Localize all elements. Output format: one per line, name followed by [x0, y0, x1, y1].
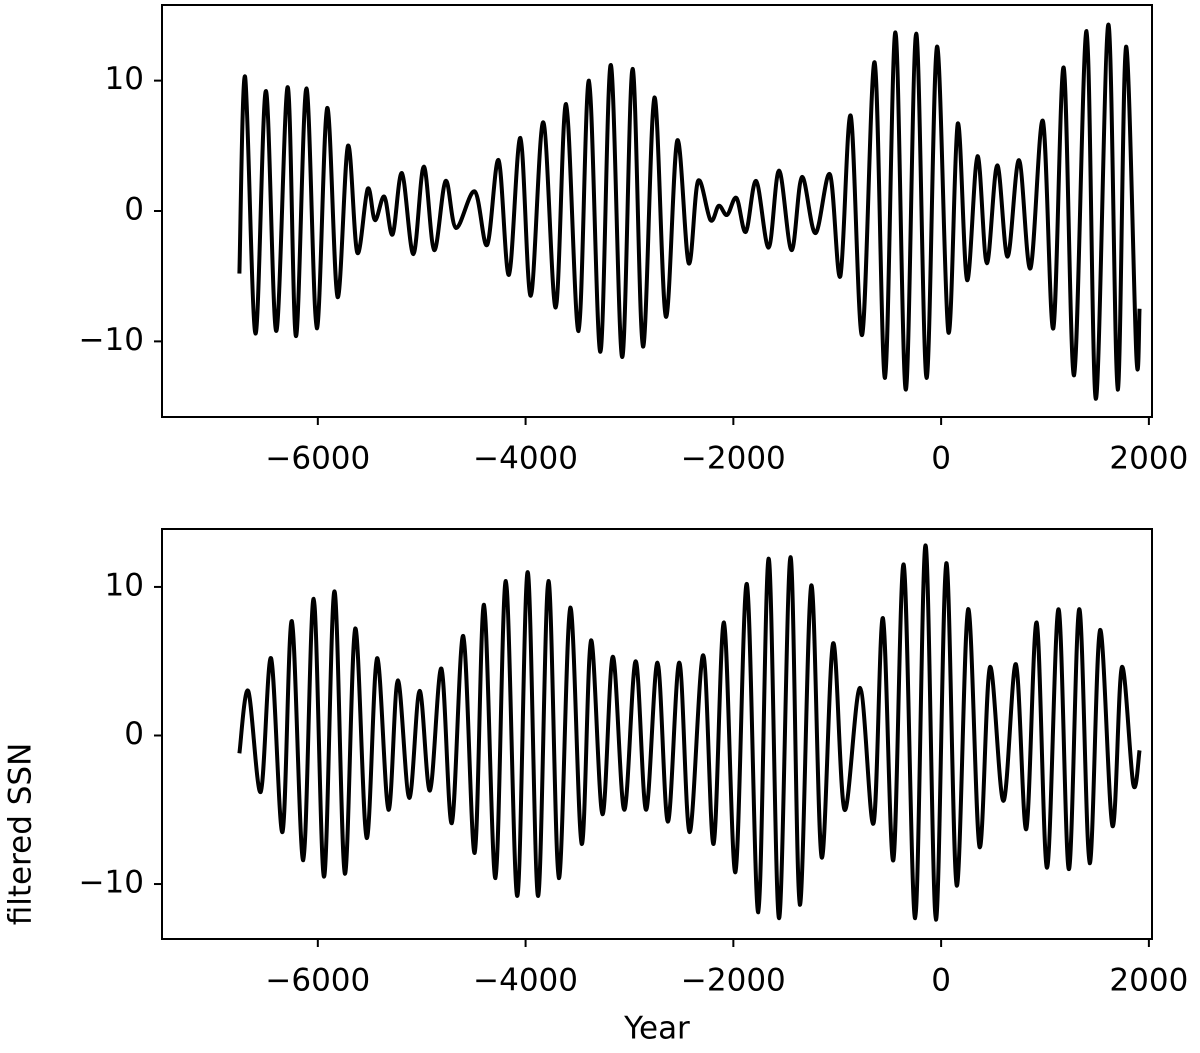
x-tick-label: 0 [931, 963, 951, 999]
x-tick-label: 2000 [1109, 441, 1188, 477]
y-tick-label: 0 [124, 192, 144, 228]
x-tick-label: 2000 [1109, 963, 1188, 999]
x-tick-label: −6000 [265, 963, 370, 999]
y-tick-label: −10 [79, 865, 144, 901]
data-line [237, 22, 1142, 401]
y-axis-label: filtered SSN [3, 743, 39, 926]
axes-frame [161, 528, 1153, 940]
y-tick-label: 10 [105, 567, 144, 603]
x-tick-label: −4000 [473, 441, 578, 477]
x-tick-label: −4000 [473, 963, 578, 999]
x-tick-label: 0 [931, 441, 951, 477]
x-tick-label: −2000 [681, 963, 786, 999]
y-tick-label: 10 [105, 61, 144, 97]
x-tick-label: −6000 [265, 441, 370, 477]
y-tick-label: 0 [124, 716, 144, 752]
axes-frame [161, 4, 1153, 418]
x-axis-label: Year [623, 1011, 690, 1047]
y-tick-label: −10 [79, 322, 144, 358]
data-line [237, 543, 1142, 922]
x-tick-label: −2000 [681, 441, 786, 477]
